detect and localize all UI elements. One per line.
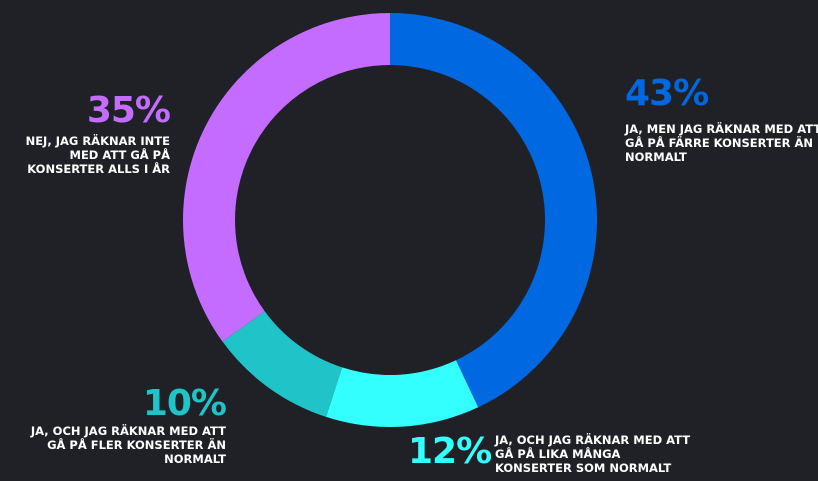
category-label: JA, OCH JAG RÄKNAR MED ATT GÅ PÅ FLER KO…: [30, 424, 226, 466]
donut-slice: [222, 311, 343, 417]
value-label: 43%: [625, 73, 709, 114]
category-label: JA, OCH JAG RÄKNAR MED ATT GÅ PÅ LIKA MÅ…: [495, 433, 691, 475]
category-label: NEJ, JAG RÄKNAR INTE MED ATT GÅ PÅ KONSE…: [25, 134, 170, 176]
donut-slice: [183, 13, 390, 342]
category-label: JA, MEN JAG RÄKNAR MED ATT GÅ PÅ FÄRRE K…: [625, 122, 818, 164]
value-label: 12%: [408, 431, 492, 472]
donut-slice: [390, 13, 597, 408]
donut-slice: [326, 360, 479, 428]
value-label: 10%: [142, 383, 227, 424]
value-label: 35%: [86, 90, 171, 131]
